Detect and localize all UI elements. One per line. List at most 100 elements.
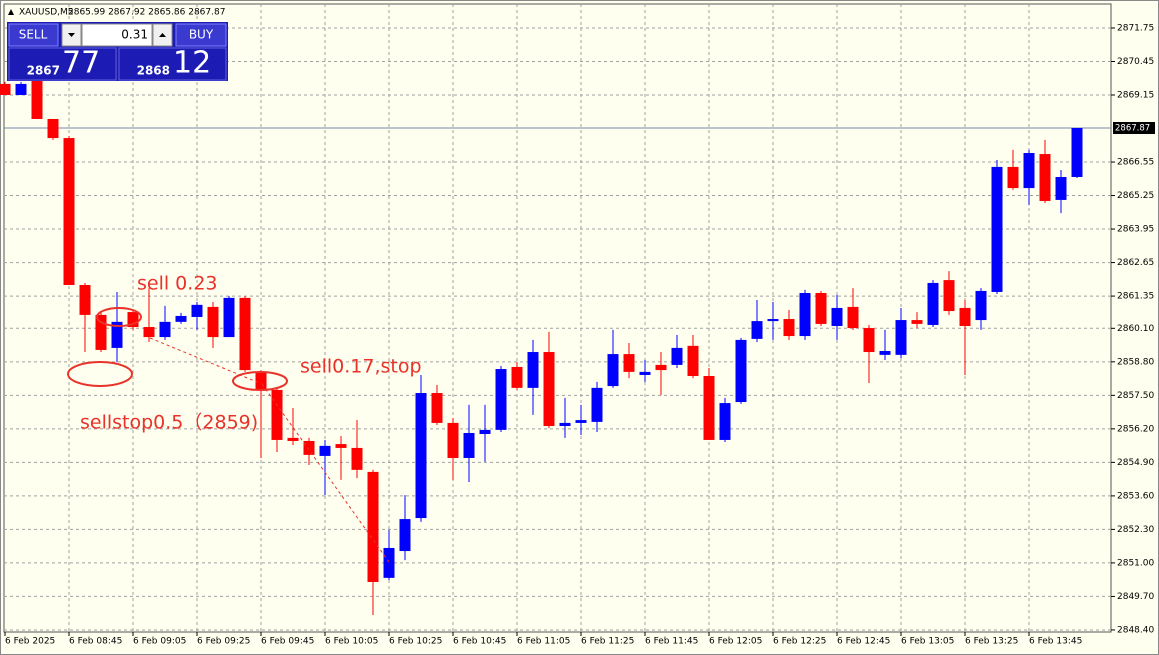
price-label-bg xyxy=(1113,122,1155,135)
candle-body xyxy=(1071,128,1083,177)
icon xyxy=(68,33,75,37)
candle-body xyxy=(671,347,683,365)
x-tick-label: 6 Feb 10:45 xyxy=(453,637,506,647)
candle-body xyxy=(639,371,651,375)
y-tick-label: 2853.60 xyxy=(1117,491,1154,501)
trade-line xyxy=(149,337,263,385)
x-tick-label: 6 Feb 12:45 xyxy=(837,637,890,647)
bid-box[interactable] xyxy=(8,47,117,81)
circle xyxy=(232,371,288,391)
circle xyxy=(67,361,133,387)
circle xyxy=(96,307,142,327)
x-tick-label: 6 Feb 13:45 xyxy=(1029,637,1082,647)
y-tick-label: 2857.50 xyxy=(1117,391,1154,401)
candle-body xyxy=(591,387,603,422)
y-tick-label: 2869.15 xyxy=(1117,91,1154,101)
sell-button[interactable] xyxy=(8,23,59,47)
symbol: XAUUSD,M5 xyxy=(19,8,74,18)
candle-body xyxy=(863,328,875,353)
candle-body xyxy=(799,292,811,337)
candle-body xyxy=(495,369,507,430)
y-tick-label: 2871.75 xyxy=(1117,23,1154,33)
candle-body xyxy=(687,345,699,377)
price-label: 2867.87 xyxy=(1115,124,1150,134)
x-tick-label: 6 Feb 08:45 xyxy=(69,637,122,647)
x-tick-label: 6 Feb 11:05 xyxy=(517,637,570,647)
y-tick-label: 2865.25 xyxy=(1117,191,1154,201)
ask-box[interactable] xyxy=(118,47,227,81)
candle-body xyxy=(735,339,747,403)
candle-body xyxy=(751,321,763,339)
y-tick-label: 2852.30 xyxy=(1117,525,1154,535)
candle-body xyxy=(175,315,187,322)
bid-pips: 77 xyxy=(62,46,100,81)
y-tick-label: 2854.90 xyxy=(1117,458,1154,468)
candle-body xyxy=(527,352,539,388)
candle-body xyxy=(1055,176,1067,200)
ask-pips: 12 xyxy=(173,46,211,81)
candle-body xyxy=(879,350,891,355)
x-tick-label: 6 Feb 11:25 xyxy=(581,637,634,647)
candle-body xyxy=(463,432,475,458)
y-tick-label: 2861.35 xyxy=(1117,292,1154,302)
header-ohlc: 2865.99 2867.92 2865.86 2867.87 xyxy=(68,8,225,18)
candle-body xyxy=(607,354,619,387)
y-tick-label: 2849.70 xyxy=(1117,592,1154,602)
buy-button[interactable] xyxy=(175,23,227,47)
annotation: sellstop0.5（2859) xyxy=(80,412,258,434)
x-tick-label: 6 Feb 12:05 xyxy=(709,637,762,647)
y-tick-label: 2860.10 xyxy=(1117,324,1154,334)
candle-body xyxy=(31,74,43,119)
candle-body xyxy=(1039,154,1051,201)
x-tick-label: 6 Feb 09:25 xyxy=(197,637,250,647)
candle-body xyxy=(479,429,491,435)
candle-body xyxy=(431,393,443,423)
candle-body xyxy=(815,292,827,324)
x-tick-label: 6 Feb 11:45 xyxy=(645,637,698,647)
volume-input[interactable] xyxy=(81,23,153,47)
candle-body xyxy=(623,354,635,372)
ask-main: 2868 xyxy=(137,64,170,78)
volume: 0.31 xyxy=(121,28,148,42)
y-tick-label: 2866.55 xyxy=(1117,158,1154,168)
candle-body xyxy=(159,321,171,338)
annotation: sell 0.23 xyxy=(137,273,218,295)
x-tick-label: 6 Feb 13:25 xyxy=(965,637,1018,647)
candle-body xyxy=(79,285,91,315)
candle-body xyxy=(559,422,571,427)
candle-body xyxy=(15,83,27,96)
candle-body xyxy=(943,280,955,312)
candle-body xyxy=(319,445,331,456)
y-tick-label: 2848.40 xyxy=(1117,625,1154,635)
candle-body xyxy=(655,364,667,371)
candle-body xyxy=(767,319,779,322)
candle-body xyxy=(911,320,923,324)
candle-body xyxy=(207,306,219,338)
candle-body xyxy=(239,297,251,371)
candle-body xyxy=(991,166,1003,292)
candle-body xyxy=(975,290,987,321)
candle-body xyxy=(367,471,379,582)
x-tick-label: 6 Feb 12:25 xyxy=(773,637,826,647)
candle-body xyxy=(415,393,427,519)
candle-body xyxy=(255,371,267,390)
candle-body xyxy=(191,304,203,317)
candle-body xyxy=(351,447,363,470)
x-tick-label: 6 Feb 09:05 xyxy=(133,637,186,647)
y-tick-label: 2856.20 xyxy=(1117,424,1154,434)
y-tick-label: 2870.45 xyxy=(1117,57,1154,67)
candle-body xyxy=(847,306,859,329)
buy-label: BUY xyxy=(189,28,214,42)
candle-body xyxy=(575,420,587,423)
candle-body xyxy=(271,389,283,440)
candle-body xyxy=(399,519,411,552)
annotation-shapes xyxy=(67,307,390,563)
candle-body xyxy=(543,352,555,427)
candle-body xyxy=(143,327,155,338)
y-tick-label: 2851.00 xyxy=(1117,558,1154,568)
candle-body xyxy=(383,547,395,578)
candle-body xyxy=(783,319,795,337)
icon xyxy=(8,9,14,15)
y-tick-label: 2858.80 xyxy=(1117,357,1154,367)
